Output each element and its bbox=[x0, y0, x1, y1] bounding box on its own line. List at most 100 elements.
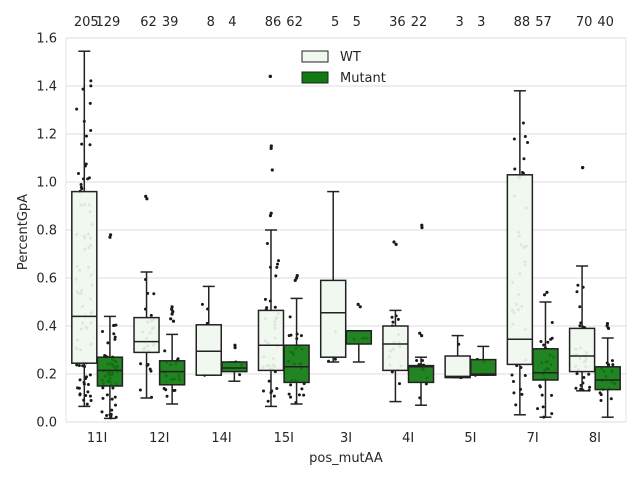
strip-point bbox=[299, 334, 303, 338]
strip-point bbox=[113, 395, 117, 399]
strip-point bbox=[89, 398, 93, 402]
strip-point bbox=[523, 134, 527, 138]
strip-point bbox=[200, 302, 204, 306]
iqr-box bbox=[283, 344, 310, 384]
iqr-box bbox=[532, 348, 559, 381]
strip-point bbox=[114, 323, 118, 327]
outlier-point bbox=[605, 322, 610, 326]
iqr-box bbox=[407, 364, 435, 384]
outlier-point bbox=[269, 211, 273, 215]
strip-point bbox=[76, 386, 80, 390]
count-label: 36 bbox=[389, 15, 406, 30]
strip-point bbox=[288, 315, 292, 319]
strip-point bbox=[88, 143, 92, 147]
strip-point bbox=[297, 393, 301, 397]
strip-point bbox=[588, 385, 592, 389]
strip-point bbox=[101, 386, 105, 390]
box-8I-mutant bbox=[594, 337, 621, 418]
count-label: 129 bbox=[95, 15, 120, 30]
strip-point bbox=[265, 306, 269, 310]
outlier-point bbox=[268, 214, 273, 218]
outlier-point bbox=[418, 331, 422, 335]
box-11I-wt bbox=[71, 50, 98, 408]
y-tick-label: 1.2 bbox=[36, 128, 57, 143]
strip-point bbox=[390, 370, 394, 374]
strip-point bbox=[78, 392, 82, 396]
strip-point bbox=[84, 134, 88, 138]
strip-point bbox=[289, 383, 293, 387]
strip-point bbox=[262, 389, 266, 393]
x-tick-label: 15I bbox=[274, 431, 294, 446]
strip-point bbox=[111, 386, 115, 390]
strip-point bbox=[287, 392, 291, 396]
iqr-box bbox=[444, 355, 471, 379]
strip-point bbox=[397, 382, 401, 386]
box-12I-mutant bbox=[158, 333, 186, 405]
outlier-point bbox=[293, 278, 297, 282]
outlier-point bbox=[270, 168, 274, 172]
count-label: 205 bbox=[74, 15, 99, 30]
x-tick-label: 7I bbox=[527, 431, 539, 446]
strip-point bbox=[576, 283, 580, 287]
strip-point bbox=[113, 403, 117, 407]
strip-point bbox=[523, 373, 527, 377]
box-8I-wt bbox=[568, 265, 596, 392]
count-label: 86 bbox=[265, 15, 282, 30]
strip-point bbox=[78, 378, 82, 382]
strip-point bbox=[574, 386, 578, 390]
outlier-point bbox=[420, 226, 424, 230]
outlier-point bbox=[605, 324, 609, 328]
strip-point bbox=[86, 390, 90, 394]
strip-point bbox=[587, 372, 591, 376]
strip-point bbox=[275, 265, 279, 269]
strip-point bbox=[105, 413, 109, 417]
strip-point bbox=[542, 343, 546, 347]
iqr-box bbox=[257, 309, 285, 372]
strip-point bbox=[84, 162, 88, 166]
strip-point bbox=[550, 393, 554, 397]
strip-point bbox=[599, 393, 603, 397]
count-label: 3 bbox=[456, 15, 464, 30]
strip-point bbox=[113, 335, 117, 339]
strip-point bbox=[79, 185, 83, 189]
strip-point bbox=[521, 121, 525, 125]
strip-point bbox=[110, 408, 114, 412]
iqr-box bbox=[506, 174, 534, 366]
y-tick-label: 0.2 bbox=[36, 368, 57, 383]
strip-point bbox=[300, 387, 304, 391]
iqr-box bbox=[382, 325, 409, 372]
strip-point bbox=[80, 142, 84, 146]
y-tick-label: 0.6 bbox=[36, 272, 57, 287]
iqr-box bbox=[568, 327, 596, 373]
strip-point bbox=[520, 392, 524, 396]
iqr-box bbox=[345, 330, 373, 345]
outlier-point bbox=[171, 310, 175, 314]
outlier-point bbox=[233, 346, 237, 350]
strip-point bbox=[88, 101, 92, 105]
strip-point bbox=[396, 317, 400, 321]
strip-point bbox=[139, 362, 143, 366]
outlier-point bbox=[171, 319, 176, 323]
strip-point bbox=[87, 176, 91, 180]
box-7I-mutant bbox=[532, 301, 559, 418]
outlier-point bbox=[545, 290, 549, 294]
count-label: 8 bbox=[207, 15, 215, 30]
strip-point bbox=[101, 396, 105, 400]
strip-point bbox=[112, 332, 116, 336]
count-labels: 205 62 8 86 5 36 3 88 70 129 39 4 62 5 22 3 57 40 bbox=[74, 15, 614, 30]
outlier-point bbox=[169, 317, 173, 321]
strip-point bbox=[103, 354, 107, 358]
outlier-point bbox=[420, 223, 424, 227]
box-15I-mutant bbox=[283, 297, 310, 405]
strip-point bbox=[550, 412, 554, 416]
count-label: 3 bbox=[477, 15, 485, 30]
y-tick-label: 0.0 bbox=[36, 416, 57, 431]
strip-point bbox=[146, 363, 150, 367]
x-tick-label: 12I bbox=[149, 431, 169, 446]
strip-point bbox=[165, 394, 169, 398]
box-15I-wt bbox=[257, 229, 285, 408]
outlier-point bbox=[268, 74, 272, 78]
iqr-box bbox=[158, 360, 186, 386]
strip-point bbox=[113, 337, 117, 341]
strip-point bbox=[89, 129, 93, 133]
